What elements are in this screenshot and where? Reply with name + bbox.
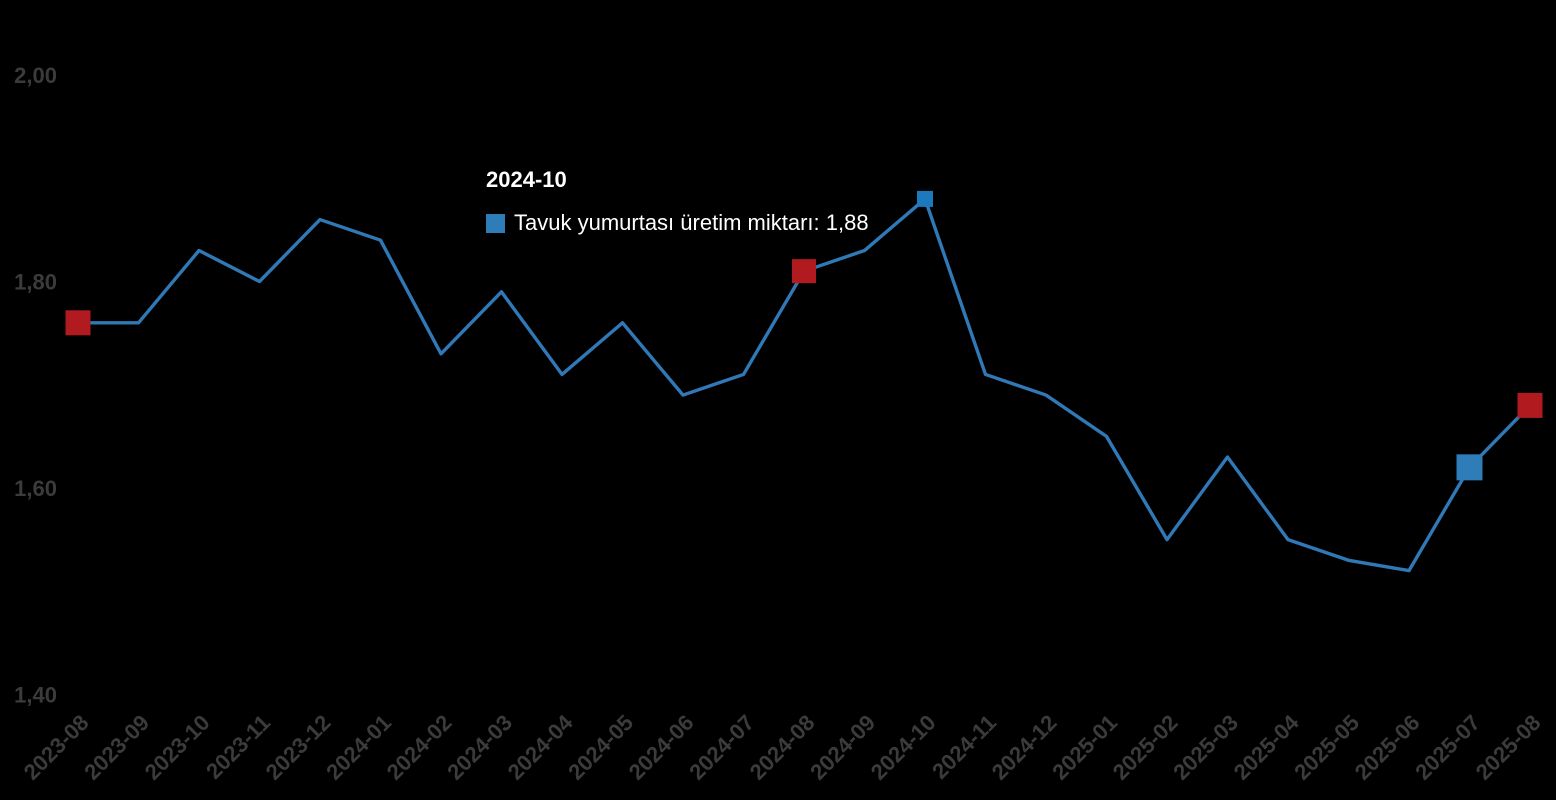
- x-axis-tick-label: 2024-05: [563, 710, 638, 785]
- data-point-marker-2025-08[interactable]: [1517, 392, 1543, 418]
- x-axis-tick-label: 2024-09: [805, 710, 880, 785]
- y-axis-tick-label: 2,00: [14, 63, 57, 88]
- y-axis-tick-label: 1,40: [14, 683, 57, 708]
- x-axis-tick-label: 2024-06: [624, 710, 699, 785]
- x-axis-tick-label: 2025-04: [1229, 709, 1304, 784]
- x-axis-tick-label: 2025-01: [1047, 710, 1122, 785]
- data-point-marker-2023-08[interactable]: [65, 310, 91, 336]
- x-axis-tick-label: 2025-02: [1108, 710, 1183, 785]
- y-axis-tick-labels: 1,40 1,60 1,80 2,00: [14, 63, 57, 708]
- x-axis-tick-label: 2024-08: [745, 710, 820, 785]
- x-axis-tick-label: 2024-11: [927, 710, 1001, 784]
- x-axis-tick-label: 2023-09: [79, 710, 154, 785]
- x-axis-tick-label: 2024-01: [321, 710, 396, 785]
- series-line[interactable]: [76, 197, 1532, 573]
- x-axis-tick-label: 2023-10: [140, 710, 215, 785]
- x-axis-tick-label: 2024-07: [684, 710, 759, 785]
- x-axis-tick-label: 2024-10: [866, 710, 941, 785]
- x-axis-tick-label: 2023-12: [261, 710, 336, 785]
- x-axis-tick-label: 2025-06: [1350, 710, 1425, 785]
- x-axis-tick-label: 2023-08: [19, 710, 94, 785]
- x-axis-tick-label: 2024-04: [503, 709, 578, 784]
- y-axis-tick-label: 1,60: [14, 476, 57, 501]
- data-point-marker-2024-10[interactable]: [917, 190, 933, 207]
- x-axis-tick-label: 2025-05: [1289, 710, 1364, 785]
- data-point-marker-2024-08[interactable]: [792, 259, 816, 284]
- data-point-marker-2025-07[interactable]: [1456, 454, 1483, 481]
- x-axis-tick-label: 2025-08: [1471, 710, 1546, 785]
- x-axis-tick-label: 2023-11: [201, 710, 275, 784]
- x-axis-tick-label: 2025-07: [1410, 710, 1485, 785]
- y-axis-tick-label: 1,80: [14, 270, 57, 295]
- x-axis-tick-labels: 2023-082023-092023-102023-112023-122024-…: [19, 709, 1546, 784]
- x-axis-tick-label: 2024-03: [442, 710, 517, 785]
- x-axis-tick-label: 2024-02: [382, 710, 457, 785]
- x-axis-tick-label: 2025-03: [1168, 710, 1243, 785]
- data-point-markers: [65, 190, 1543, 481]
- x-axis-tick-label: 2024-12: [987, 710, 1062, 785]
